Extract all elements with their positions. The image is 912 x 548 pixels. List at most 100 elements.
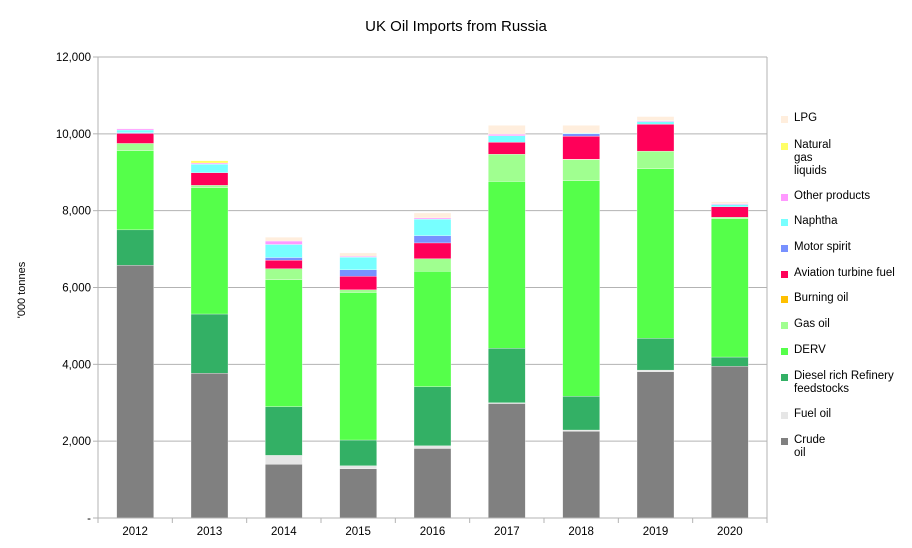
legend-item: DERV [781, 344, 826, 357]
legend-item: Diesel rich Refinery feedstocks [781, 370, 894, 396]
bar-segment-crude-oil-2020 [711, 366, 749, 519]
bar-segment-gas-oil-2012 [116, 143, 154, 151]
bar-segment-crude-oil-2013 [190, 373, 229, 519]
bar-segment-gas-oil-2014 [265, 268, 303, 280]
x-tick-label: 2012 [122, 526, 148, 538]
bar-segment-diesel-rich-refinery-feedstocks-2020 [711, 356, 749, 367]
legend-item: Motor spirit [781, 241, 851, 254]
y-tick-label: 4,000 [62, 359, 91, 371]
bar-segment-aviation-turbine-fuel-2015 [339, 276, 377, 290]
bar-segment-aviation-turbine-fuel-2012 [116, 133, 154, 144]
chart-title: UK Oil Imports from Russia [365, 18, 547, 35]
bar-segment-crude-oil-2016 [413, 448, 452, 519]
legend-swatch [781, 322, 788, 329]
bar-segment-aviation-turbine-fuel-2018 [562, 135, 600, 160]
x-tick-label: 2017 [494, 526, 520, 538]
bar-segment-aviation-turbine-fuel-2020 [711, 206, 749, 218]
bar-segment-diesel-rich-refinery-feedstocks-2018 [562, 396, 600, 431]
bar-segment-crude-oil-2015 [339, 468, 377, 519]
bar-segment-fuel-oil-2014 [265, 455, 303, 465]
bar-segment-lpg-2015 [339, 252, 377, 257]
bar-segment-diesel-rich-refinery-feedstocks-2017 [488, 348, 526, 403]
bar-segment-fuel-oil-2018 [562, 429, 600, 432]
bar-segment-gas-oil-2020 [711, 217, 749, 219]
x-tick-label: 2019 [643, 526, 669, 538]
bar-segment-naphtha-2017 [488, 135, 526, 143]
bar-segment-naphtha-2012 [116, 129, 154, 133]
bar-segment-lpg-2020 [711, 201, 749, 204]
legend-item: LPG [781, 112, 817, 125]
legend-swatch [781, 412, 788, 419]
legend-label: Motor spirit [794, 241, 851, 253]
legend-item: Crude oil [781, 434, 825, 460]
y-tick-label: 2,000 [62, 436, 91, 448]
bar-segment-lpg-2019 [636, 116, 675, 121]
bar-segment-motor-spirit-2015 [339, 269, 377, 277]
bar-segment-derv-2012 [116, 150, 154, 231]
x-tick-label: 2013 [197, 526, 223, 538]
bar-segment-lpg-2018 [562, 125, 600, 134]
bar-segment-derv-2020 [711, 218, 749, 358]
bar-segment-aviation-turbine-fuel-2017 [488, 142, 526, 155]
bar-segment-diesel-rich-refinery-feedstocks-2019 [636, 338, 675, 371]
bar-segment-other-products-2013 [190, 162, 229, 165]
bar-segment-derv-2018 [562, 180, 600, 397]
legend-label: Other products [794, 190, 871, 202]
bar-segment-naphtha-2015 [339, 257, 377, 270]
bar-segment-aviation-turbine-fuel-2016 [413, 242, 452, 259]
bar-segment-diesel-rich-refinery-feedstocks-2015 [339, 439, 377, 466]
x-tick-label: 2016 [420, 526, 446, 538]
bar-segment-naphtha-2013 [190, 164, 229, 173]
legend-swatch [781, 271, 788, 278]
bar-segment-gas-oil-2016 [413, 258, 452, 272]
bar-segment-lpg-2017 [488, 125, 526, 135]
bar-segment-gas-oil-2019 [636, 150, 675, 169]
legend-swatch [781, 219, 788, 226]
legend-label: Natural gas liquids [794, 139, 832, 177]
bar-segment-derv-2015 [339, 292, 377, 441]
bar-segment-naphtha-2016 [413, 218, 452, 236]
x-tick-label: 2015 [345, 526, 371, 538]
y-tick-label: 10,000 [56, 129, 91, 141]
legend-label: Burning oil [794, 292, 849, 304]
bar-segment-gas-oil-2017 [488, 154, 526, 182]
legend-swatch [781, 348, 788, 355]
legend-label: Aviation turbine fuel [794, 267, 895, 279]
bar-segment-lpg-2014 [265, 237, 303, 242]
legend-item: Aviation turbine fuel [781, 267, 895, 280]
legend-swatch [781, 296, 788, 303]
legend-label: LPG [794, 112, 818, 124]
bar-segment-motor-spirit-2014 [265, 257, 303, 261]
bar-segment-other-products-2014 [265, 240, 303, 245]
legend-label: Gas oil [794, 318, 830, 330]
bar-segment-diesel-rich-refinery-feedstocks-2014 [265, 406, 303, 456]
legend-item: Gas oil [781, 318, 830, 331]
bar-segment-gas-oil-2018 [562, 159, 600, 181]
bar-segment-motor-spirit-2018 [562, 133, 600, 137]
bar-segment-crude-oil-2014 [265, 464, 303, 519]
bar-segment-naphtha-2019 [636, 121, 675, 125]
legend-item: Other products [781, 190, 870, 203]
bar-segment-crude-oil-2019 [636, 371, 675, 519]
bar-segment-derv-2019 [636, 168, 675, 339]
legend-swatch [781, 438, 788, 445]
legend-item: Fuel oil [781, 408, 831, 421]
legend-item: Natural gas liquids [781, 139, 831, 178]
legend-label: Naphtha [794, 215, 838, 227]
legend-item: Burning oil [781, 292, 848, 305]
bar-segment-naphtha-2014 [265, 244, 303, 258]
y-tick-label: 8,000 [62, 206, 91, 218]
bar-segment-naphtha-2020 [711, 204, 749, 207]
bar-segment-other-products-2012 [116, 128, 154, 131]
bar-segment-other-products-2016 [413, 217, 452, 220]
bar-segment-natural-gas-liquids-2013 [190, 160, 229, 164]
bar-segment-aviation-turbine-fuel-2019 [636, 124, 675, 152]
y-tick-label: - [87, 513, 91, 525]
x-tick-label: 2018 [568, 526, 594, 538]
bar-segment-diesel-rich-refinery-feedstocks-2016 [413, 386, 452, 446]
legend-item: Naphtha [781, 215, 837, 228]
legend-swatch [781, 245, 788, 252]
bar-segment-derv-2016 [413, 271, 452, 387]
bar-segment-aviation-turbine-fuel-2013 [190, 172, 229, 186]
